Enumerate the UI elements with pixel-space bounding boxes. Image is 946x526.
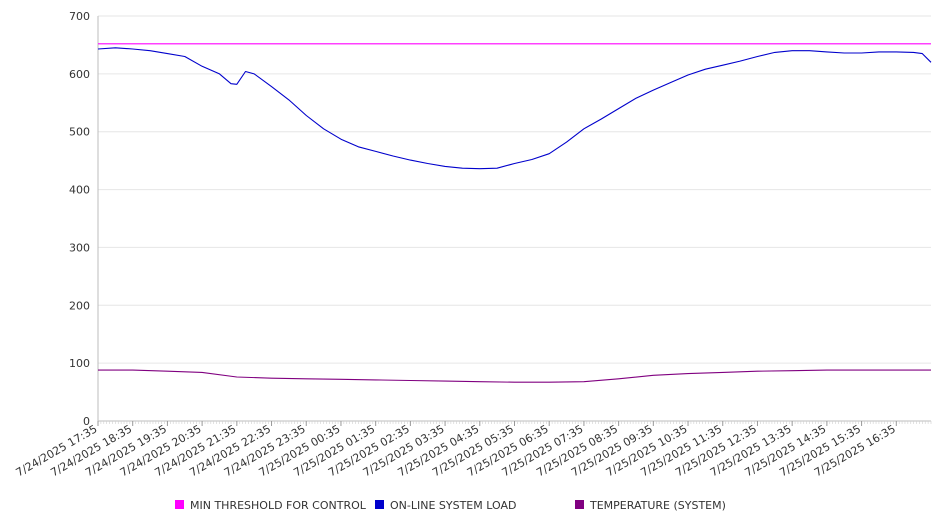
series-line-3 — [98, 369, 931, 383]
legend-label: TEMPERATURE (SYSTEM) — [589, 499, 726, 512]
y-tick-label: 100 — [69, 357, 90, 370]
grid-lines — [98, 15, 931, 364]
y-tick-label: 500 — [69, 126, 90, 139]
axes — [97, 16, 932, 426]
y-tick-label: 600 — [69, 68, 90, 81]
legend-swatch — [375, 500, 384, 509]
y-tick-label: 700 — [69, 10, 90, 23]
series-line-2 — [97, 47, 932, 170]
y-tick-label: 300 — [69, 241, 90, 254]
y-tick-label: 400 — [69, 184, 90, 197]
y-tick-label: 0 — [83, 415, 90, 428]
series-lines — [97, 43, 932, 383]
legend-label: MIN THRESHOLD FOR CONTROL — [190, 499, 367, 512]
legend-label: ON-LINE SYSTEM LOAD — [390, 499, 516, 512]
y-tick-labels: 0 100 200 300 400 500 600 700 — [69, 10, 90, 428]
legend: MIN THRESHOLD FOR CONTROL ON-LINE SYSTEM … — [175, 499, 726, 512]
y-tick-label: 200 — [69, 299, 90, 312]
legend-swatch — [575, 500, 584, 509]
legend-swatch — [175, 500, 184, 509]
x-tick-labels: 7/24/2025 17:357/24/2025 18:357/24/2025 … — [14, 422, 898, 479]
